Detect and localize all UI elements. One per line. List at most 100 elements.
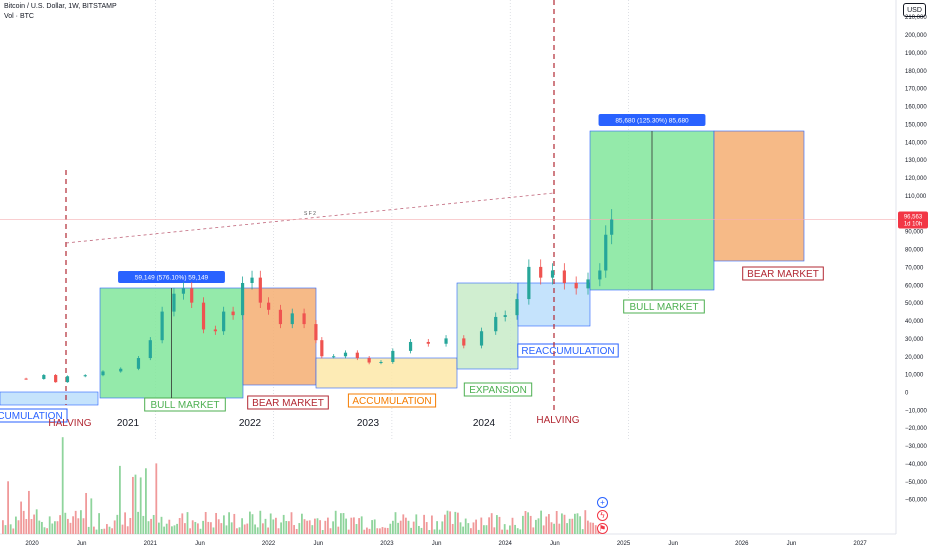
volume-bar	[511, 517, 514, 534]
candle-body	[462, 338, 466, 346]
volume-bar	[537, 518, 540, 534]
volume-bar	[106, 524, 108, 534]
volume-bar	[425, 522, 428, 534]
price-tick-label: 30,000	[905, 337, 924, 343]
volume-bar	[314, 518, 316, 534]
volume-bar	[220, 523, 223, 534]
volume-bar	[501, 529, 503, 534]
candle-body	[231, 311, 235, 316]
volume-bar	[402, 514, 405, 534]
candle-body	[250, 277, 254, 283]
volume-bar	[329, 528, 332, 534]
time-tick-label: Jun	[787, 541, 797, 547]
currency-badge[interactable]: USD	[903, 3, 926, 17]
volume-bar	[506, 529, 509, 534]
volume-bar	[173, 525, 176, 534]
candle-body	[148, 340, 152, 359]
price-tick-label: 170,000	[905, 87, 927, 93]
zone-label-box	[463, 382, 533, 397]
price-tick-label: −60,000	[905, 498, 928, 504]
candle-body	[527, 266, 531, 300]
volume-bar	[337, 526, 340, 534]
volume-bar	[251, 514, 254, 534]
measure-label: 85,680 (125.30%) 85,680	[615, 118, 689, 125]
volume-bar	[223, 515, 225, 534]
volume-bar	[470, 528, 472, 534]
volume-bar	[579, 516, 581, 534]
volume-bar	[293, 525, 295, 534]
candle-body	[101, 371, 105, 376]
volume-bar	[181, 513, 184, 534]
price-tick-label: 40,000	[905, 319, 924, 325]
volume-bar	[43, 527, 46, 534]
zone-label: BEAR MARKET	[252, 398, 324, 409]
volume-bar	[584, 510, 587, 534]
time-tick-label: Jun	[313, 541, 323, 547]
time-tick-label: Jun	[195, 541, 205, 547]
lightning-icon[interactable]: ϟ	[597, 510, 608, 521]
volume-bar	[272, 519, 275, 534]
volume-bar	[574, 513, 576, 534]
volume-bar	[90, 498, 93, 534]
candle-body	[160, 311, 164, 341]
candle-body	[503, 315, 507, 317]
candle-body	[240, 282, 245, 316]
volume-bar	[95, 529, 98, 534]
volume-bar	[48, 516, 51, 534]
volume-bar	[33, 514, 35, 534]
time-tick-label: 2021	[144, 541, 158, 547]
volume-bar	[67, 518, 69, 534]
volume-bar	[147, 521, 150, 534]
volume-bar	[38, 520, 41, 534]
volume-bar	[98, 513, 100, 534]
candle-body	[42, 375, 46, 379]
price-tick-label: −20,000	[905, 426, 928, 432]
volume-bar	[155, 463, 158, 534]
zone-rect	[242, 287, 317, 386]
price-tick-label: 10,000	[905, 373, 924, 379]
halving-label: HALVING	[536, 415, 579, 426]
volume-bar	[35, 509, 38, 534]
current-price-value: 96,563	[904, 214, 923, 220]
chart-title: Bitcoin / U.S. Dollar, 1W, BITSTAMP	[4, 3, 117, 10]
s2f-label: S F 2	[304, 211, 316, 217]
flag-icon[interactable]: ⚑	[597, 523, 608, 534]
plus-circle-icon[interactable]: +	[597, 497, 608, 508]
price-tick-label: −40,000	[905, 462, 928, 468]
price-tick-label: 160,000	[905, 105, 927, 111]
candle-body	[550, 270, 555, 278]
measure-label-box	[118, 271, 225, 283]
zone-label-box	[347, 393, 437, 408]
candle-body	[267, 302, 271, 310]
candle-body	[391, 350, 395, 362]
candle-body	[119, 368, 123, 372]
volume-bar	[254, 524, 256, 534]
volume-bar	[199, 528, 202, 534]
volume-bar	[215, 512, 217, 534]
candle-body	[574, 282, 578, 289]
volume-bar	[555, 511, 558, 534]
volume-bar	[165, 523, 168, 534]
volume-bar	[103, 528, 106, 534]
year-label: 2024	[473, 418, 496, 429]
volume-bar	[51, 523, 54, 534]
volume-bar	[384, 527, 386, 534]
volume-bar	[160, 516, 163, 534]
price-tick-label: −30,000	[905, 444, 928, 450]
volume-bar	[121, 524, 124, 534]
volume-bar	[316, 518, 319, 534]
volume-bar	[535, 519, 537, 534]
volume-bar	[204, 511, 207, 534]
volume-bar	[420, 527, 423, 534]
volume-bar	[189, 528, 191, 534]
volume-bar	[568, 518, 571, 534]
volume-bar	[592, 522, 594, 534]
volume-bar	[483, 525, 485, 534]
volume-bar	[493, 527, 496, 534]
candle-body	[222, 311, 226, 332]
measure-label: 59,149 (576.10%) 59,149	[135, 275, 209, 282]
volume-bar	[54, 521, 56, 534]
volume-bar	[124, 512, 126, 534]
volume-bar	[324, 520, 327, 534]
